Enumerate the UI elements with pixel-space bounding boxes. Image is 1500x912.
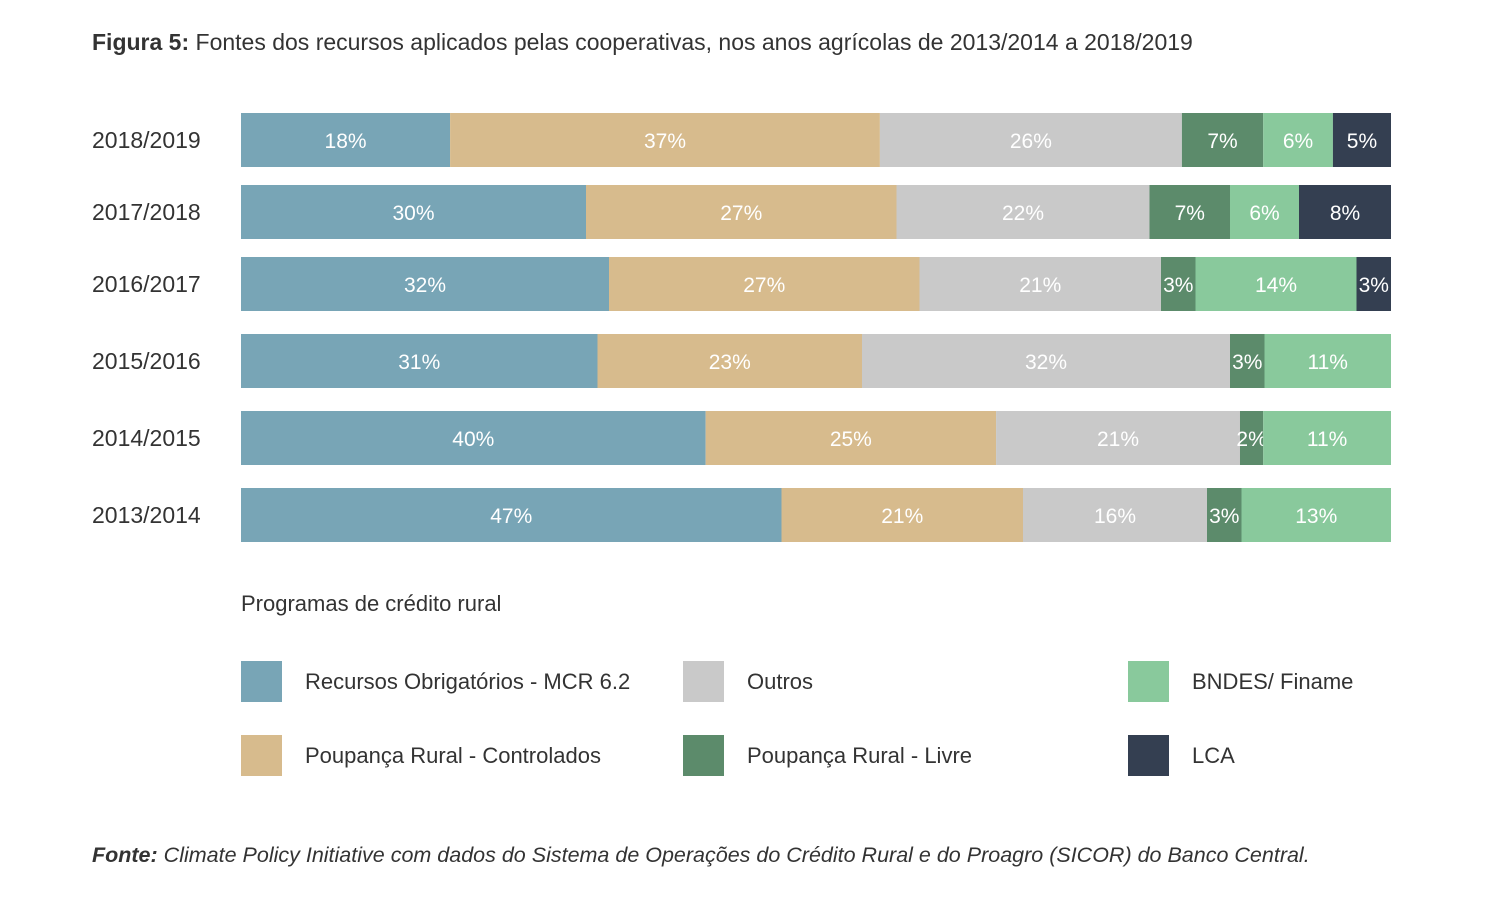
- bar-segment: [1241, 488, 1391, 542]
- category-label: 2015/2016: [92, 348, 201, 374]
- bar-segment: [241, 185, 586, 239]
- legend-label: Poupança Rural - Controlados: [305, 743, 601, 768]
- bar-segment: [450, 113, 880, 167]
- bar-segment: [1356, 257, 1391, 311]
- bar-segment: [1195, 257, 1357, 311]
- bar-segment: [1230, 334, 1265, 388]
- data-label: 14%: [1255, 274, 1297, 297]
- data-label: 21%: [1097, 428, 1139, 451]
- bar-segment: [241, 411, 706, 465]
- data-label: 16%: [1094, 505, 1136, 528]
- data-label: 6%: [1249, 202, 1279, 225]
- data-label: 22%: [1002, 202, 1044, 225]
- legend-swatch: [1128, 661, 1169, 702]
- data-label: 40%: [452, 428, 494, 451]
- bar-segment: [896, 185, 1150, 239]
- data-label: 7%: [1175, 202, 1205, 225]
- bar-segment: [1264, 334, 1391, 388]
- category-label: 2014/2015: [92, 425, 201, 451]
- data-label: 7%: [1207, 130, 1237, 153]
- data-label: 3%: [1163, 274, 1193, 297]
- legend-title: Programas de crédito rural: [241, 591, 502, 616]
- bar-segment: [609, 257, 920, 311]
- bar-segment: [705, 411, 997, 465]
- bar-segment: [1023, 488, 1207, 542]
- bar-segment: [1299, 185, 1391, 239]
- data-label: 26%: [1010, 130, 1052, 153]
- bar-segment: [241, 488, 782, 542]
- category-label: 2017/2018: [92, 199, 201, 225]
- legend-label: Recursos Obrigatórios - MCR 6.2: [305, 669, 631, 694]
- data-label: 11%: [1308, 351, 1348, 374]
- legend-swatch: [241, 735, 282, 776]
- data-label: 6%: [1283, 130, 1313, 153]
- bar-segment: [1239, 411, 1264, 465]
- source-text: Climate Policy Initiative com dados do S…: [163, 843, 1310, 867]
- data-label: 8%: [1330, 202, 1360, 225]
- data-label: 2%: [1236, 428, 1266, 451]
- data-label: 3%: [1232, 351, 1262, 374]
- chart-title: Figura 5: Fontes dos recursos aplicados …: [92, 29, 1193, 56]
- legend-label: BNDES/ Finame: [1192, 669, 1354, 694]
- category-label: 2016/2017: [92, 271, 201, 297]
- chart-title-label: Figura 5:: [92, 29, 190, 55]
- bar-segment: [1332, 113, 1391, 167]
- chart-title-text: Fontes dos recursos aplicados pelas coop…: [195, 29, 1193, 55]
- data-label: 18%: [325, 130, 367, 153]
- data-label: 13%: [1295, 505, 1337, 528]
- data-label: 23%: [709, 351, 751, 374]
- bar-segment: [241, 257, 609, 311]
- bar-segment: [1263, 411, 1391, 465]
- data-label: 3%: [1359, 274, 1389, 297]
- data-label: 11%: [1307, 428, 1347, 451]
- stacked-bar-chart: 2018/2019 18% 37% 26% 7% 6% 5% 2017/2018 30% 27% 2…: [92, 113, 1391, 542]
- data-label: 25%: [830, 428, 872, 451]
- legend-swatch: [683, 735, 724, 776]
- source-label: Fonte:: [92, 843, 158, 867]
- bar-segment: [781, 488, 1023, 542]
- legend-label: Poupança Rural - Livre: [747, 743, 973, 768]
- bar-segment: [1149, 185, 1230, 239]
- data-label: 32%: [404, 274, 446, 297]
- bar-segment: [586, 185, 897, 239]
- data-label: 37%: [644, 130, 686, 153]
- bar-segment: [919, 257, 1161, 311]
- data-label: 31%: [398, 351, 440, 374]
- bar-segment: [1263, 113, 1333, 167]
- source-note: Fonte: Climate Policy Initiative com dad…: [92, 843, 1310, 868]
- data-label: 32%: [1025, 351, 1067, 374]
- bar-segment: [1161, 257, 1196, 311]
- data-label: 21%: [1019, 274, 1061, 297]
- data-label: 21%: [881, 505, 923, 528]
- bar-segment: [1181, 113, 1264, 167]
- data-label: 47%: [490, 505, 532, 528]
- data-label: 3%: [1209, 505, 1239, 528]
- bar-segment: [241, 334, 598, 388]
- legend-swatch: [241, 661, 282, 702]
- legend-swatch: [1128, 735, 1169, 776]
- data-label: 27%: [720, 202, 762, 225]
- bar-segment: [1207, 488, 1242, 542]
- data-label: 5%: [1347, 130, 1377, 153]
- bar-segment: [879, 113, 1182, 167]
- bar-segment: [1230, 185, 1299, 239]
- data-label: 27%: [743, 274, 785, 297]
- legend-label: LCA: [1192, 743, 1235, 768]
- bar-segment: [597, 334, 862, 388]
- category-label: 2018/2019: [92, 127, 201, 153]
- legend-swatch: [683, 661, 724, 702]
- category-label: 2013/2014: [92, 502, 201, 528]
- bar-segment: [241, 113, 451, 167]
- legend-label: Outros: [747, 669, 814, 694]
- bar-segment: [996, 411, 1240, 465]
- bar-segment: [862, 334, 1230, 388]
- data-label: 30%: [392, 202, 434, 225]
